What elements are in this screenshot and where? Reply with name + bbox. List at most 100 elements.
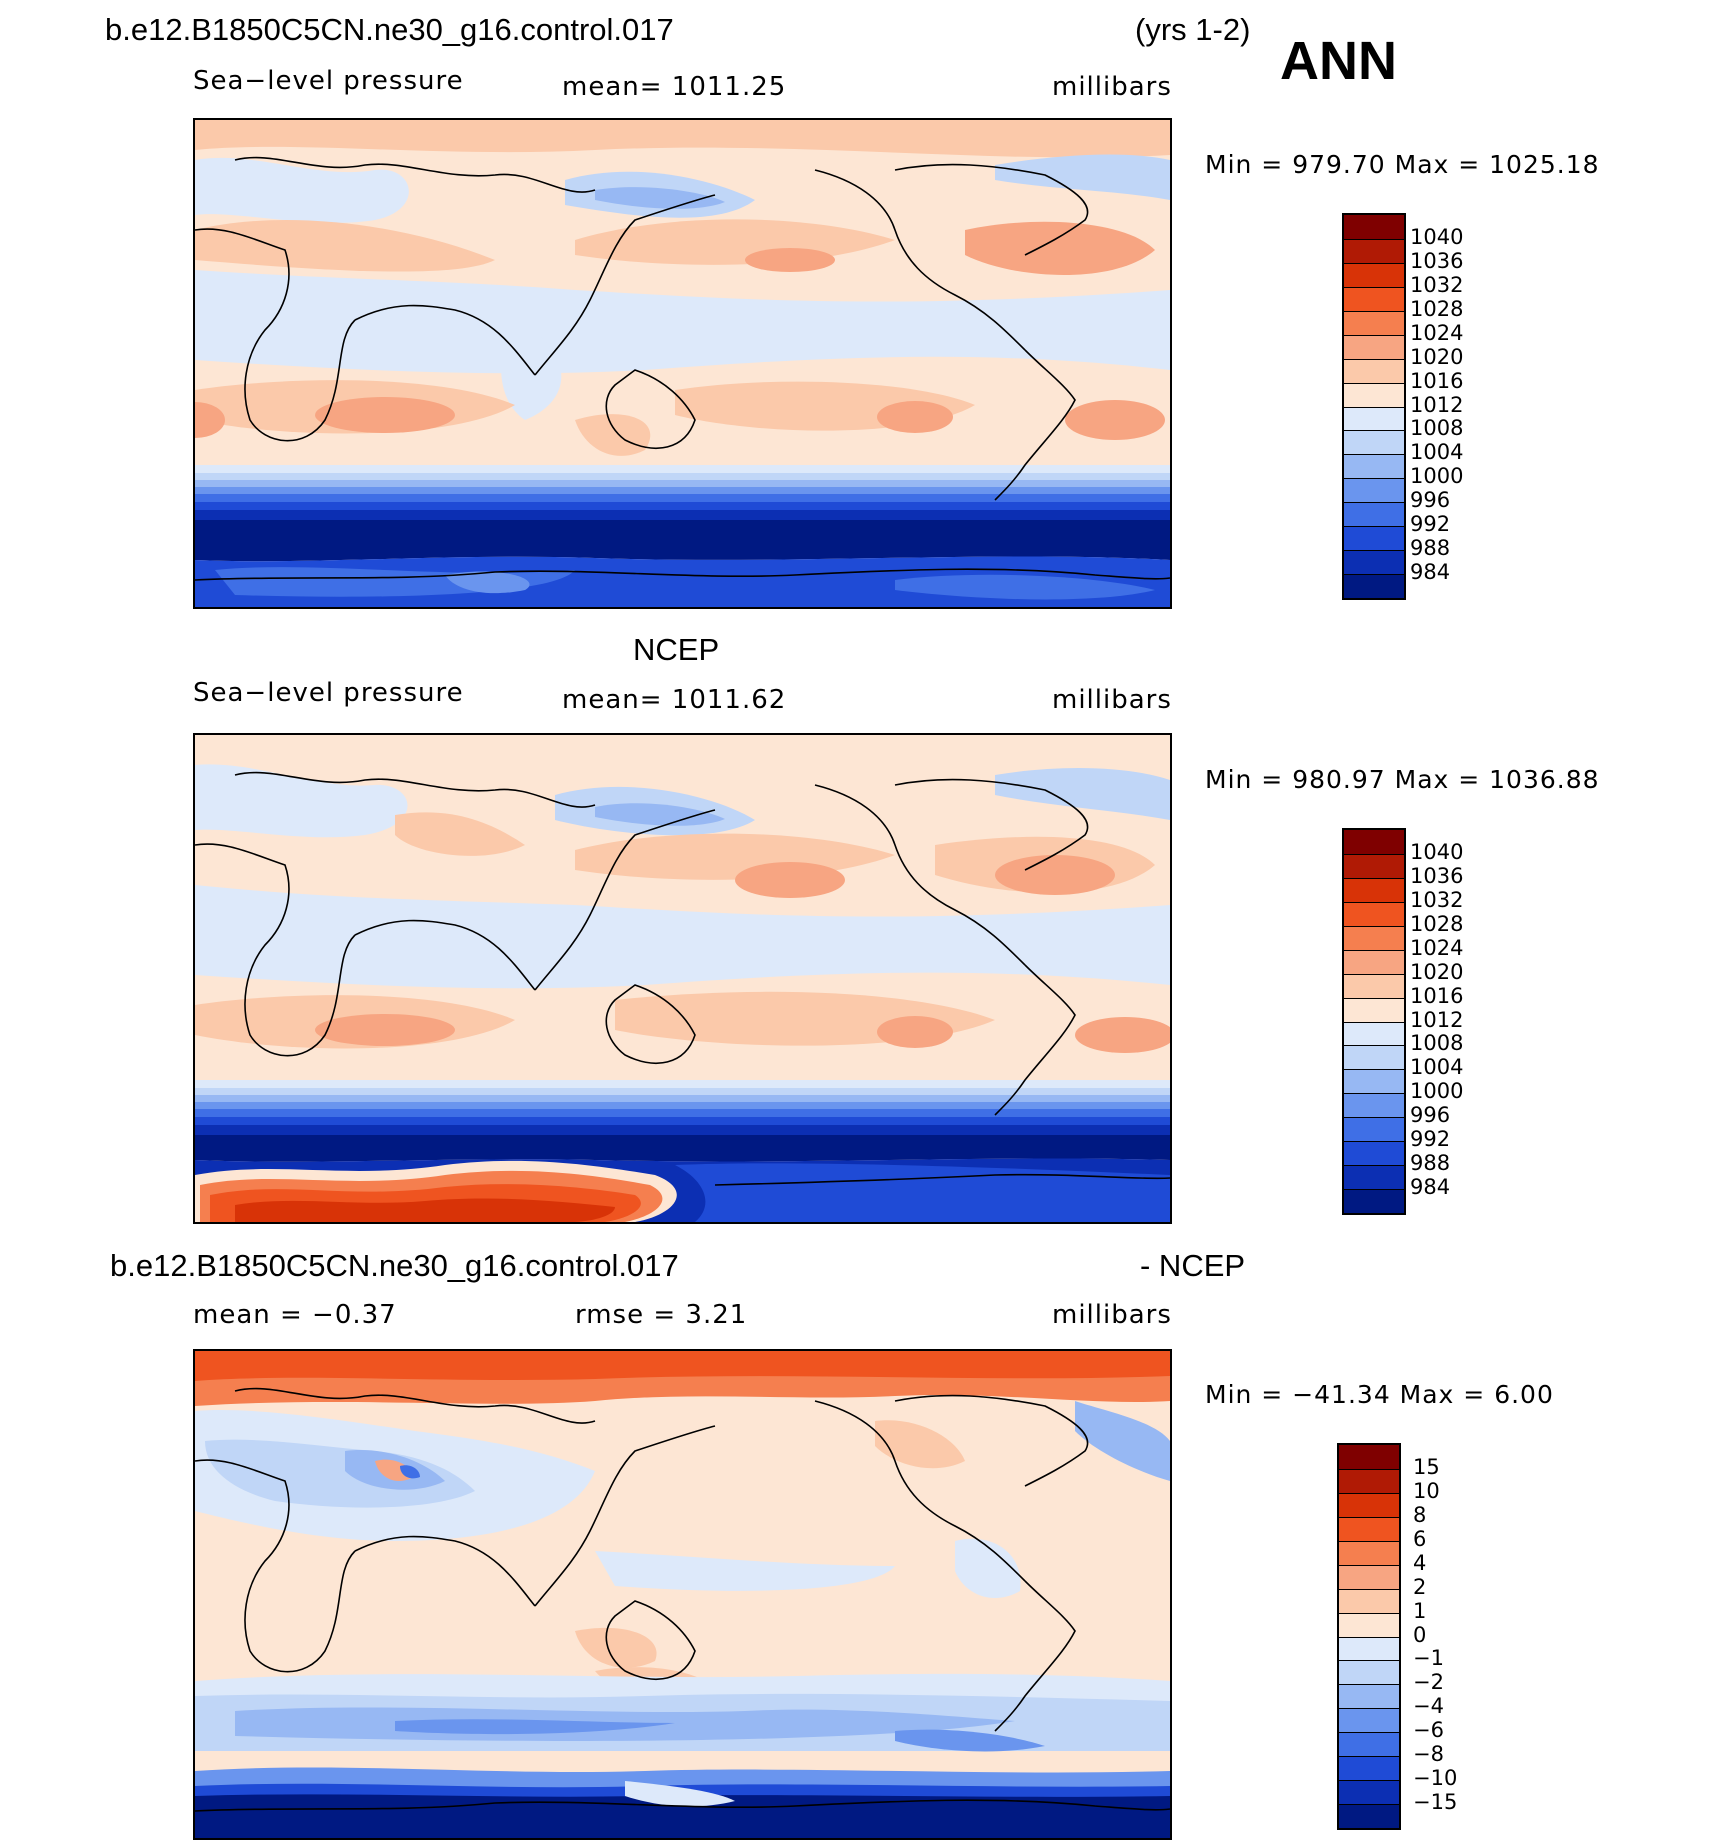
panel2-mean-label: mean= 1011.62 <box>562 685 787 715</box>
panel1-colorbar-swatch <box>1344 215 1404 239</box>
panel2-colorbar-label: 988 <box>1410 1151 1451 1176</box>
panel2-colorbar-label: 1012 <box>1410 1007 1464 1032</box>
panel2-colorbar-label: 996 <box>1410 1103 1451 1128</box>
panel3-colorbar-swatch <box>1339 1708 1399 1733</box>
panel1-colorbar-label: 1036 <box>1410 248 1464 273</box>
panel1-colorbar-swatch <box>1344 262 1404 287</box>
panel2-colorbar-label: 1028 <box>1410 911 1464 936</box>
panel3-colorbar-label: −6 <box>1413 1718 1444 1743</box>
panel2-colorbar-swatch <box>1344 973 1404 998</box>
panel1-colorbar-swatch <box>1344 574 1404 598</box>
panel2-colorbar-label: 1000 <box>1410 1079 1464 1104</box>
panel2-colorbar-label: 984 <box>1410 1175 1451 1200</box>
panel2-colorbar-label: 1040 <box>1410 839 1464 864</box>
panel2-minmax: Min = 980.97 Max = 1036.88 <box>1205 765 1600 794</box>
panel3-colorbar-swatch <box>1339 1468 1399 1493</box>
panel2-colorbar-label: 1016 <box>1410 983 1464 1008</box>
panel3-colorbar-label: −1 <box>1413 1646 1444 1671</box>
panel2-colorbar-swatch <box>1344 1117 1404 1142</box>
panel1-map <box>193 118 1172 609</box>
panel3-colorbar-swatch <box>1339 1492 1399 1517</box>
panel1-colorbar-label: 988 <box>1410 536 1451 561</box>
panel3-colorbar-swatch <box>1339 1804 1399 1828</box>
panel3-units-label: millibars <box>1052 1300 1172 1330</box>
panel1-colorbar-label: 1024 <box>1410 320 1464 345</box>
panel2-colorbar-swatch <box>1344 1165 1404 1190</box>
panel3-colorbar-label: 4 <box>1413 1550 1427 1575</box>
panel1-colorbar-label: 1012 <box>1410 392 1464 417</box>
panel1-mean-label: mean= 1011.25 <box>562 72 787 102</box>
panel3-title-suffix: - NCEP <box>1140 1248 1246 1283</box>
panel2-variable-label: Sea−level pressure <box>193 678 464 708</box>
panel1-colorbar-label: 1040 <box>1410 224 1464 249</box>
panel2-units-label: millibars <box>1052 685 1172 715</box>
panel2-colorbar-swatch <box>1344 1021 1404 1046</box>
panel3-colorbar-swatch <box>1339 1660 1399 1685</box>
panel1-colorbar-swatch <box>1344 382 1404 407</box>
season-label: ANN <box>1280 31 1397 91</box>
panel1-colorbar-swatch <box>1344 238 1404 263</box>
panel1-colorbar-label: 992 <box>1410 512 1451 537</box>
panel3-colorbar-label: 8 <box>1413 1502 1427 1527</box>
panel1-colorbar-label: 1028 <box>1410 296 1464 321</box>
panel3-colorbar-label: −2 <box>1413 1670 1444 1695</box>
panel2-colorbar-swatch <box>1344 901 1404 926</box>
panel1-colorbar-swatch <box>1344 334 1404 359</box>
panel3-colorbar-label: 1 <box>1413 1598 1427 1623</box>
panel3-colorbar-swatch <box>1339 1588 1399 1613</box>
panel1-colorbar-swatch <box>1344 526 1404 551</box>
panel1-variable-label: Sea−level pressure <box>193 66 464 96</box>
panel2-colorbar-swatch <box>1344 925 1404 950</box>
panel2-colorbar-swatch <box>1344 830 1404 854</box>
panel3-colorbar-swatch <box>1339 1684 1399 1709</box>
panel3-colorbar-swatch <box>1339 1564 1399 1589</box>
panel3-colorbar-label: 6 <box>1413 1526 1427 1551</box>
panel3-colorbar-label: 2 <box>1413 1574 1427 1599</box>
panel3-colorbar-swatch <box>1339 1636 1399 1661</box>
panel1-colorbar-label: 1008 <box>1410 416 1464 441</box>
panel1-units-label: millibars <box>1052 72 1172 102</box>
panel3-colorbar-label: 10 <box>1413 1478 1440 1503</box>
panel1-colorbar-label: 1032 <box>1410 272 1464 297</box>
panel1-colorbar-label: 1000 <box>1410 464 1464 489</box>
panel3-minmax: Min = −41.34 Max = 6.00 <box>1205 1380 1554 1409</box>
panel2-colorbar-label: 1008 <box>1410 1031 1464 1056</box>
panel2-colorbar-swatch <box>1344 1093 1404 1118</box>
panel2-colorbar-swatch <box>1344 877 1404 902</box>
panel3-colorbar-swatch <box>1339 1445 1399 1469</box>
panel1-colorbar-swatch <box>1344 550 1404 575</box>
panel1-minmax: Min = 979.70 Max = 1025.18 <box>1205 150 1600 179</box>
panel3-map <box>193 1349 1172 1840</box>
panel2-colorbar-swatch <box>1344 1141 1404 1166</box>
panel2-colorbar-swatch <box>1344 949 1404 974</box>
panel1-colorbar-swatch <box>1344 454 1404 479</box>
panel3-map-field <box>195 1351 1170 1838</box>
panel2-colorbar-label: 1032 <box>1410 887 1464 912</box>
panel3-colorbar-label: −15 <box>1413 1790 1458 1815</box>
panel1-colorbar <box>1342 213 1406 600</box>
panel3-colorbar-swatch <box>1339 1732 1399 1757</box>
panel2-title: NCEP <box>633 632 720 667</box>
panel2-colorbar-label: 992 <box>1410 1127 1451 1152</box>
panel2-map-field <box>195 735 1170 1222</box>
panel2-colorbar <box>1342 828 1406 1215</box>
panel3-title: b.e12.B1850C5CN.ne30_g16.control.017 <box>110 1248 679 1283</box>
panel3-colorbar-label: −8 <box>1413 1742 1444 1767</box>
panel2-colorbar-swatch <box>1344 1189 1404 1213</box>
panel3-colorbar <box>1337 1443 1401 1830</box>
panel3-colorbar-swatch <box>1339 1516 1399 1541</box>
panel2-colorbar-swatch <box>1344 997 1404 1022</box>
panel1-colorbar-swatch <box>1344 430 1404 455</box>
case-title: b.e12.B1850C5CN.ne30_g16.control.017 <box>105 12 674 47</box>
panel2-map <box>193 733 1172 1224</box>
panel3-colorbar-swatch <box>1339 1756 1399 1781</box>
panel3-colorbar-label: −4 <box>1413 1694 1444 1719</box>
panel3-colorbar-label: 0 <box>1413 1622 1427 1647</box>
panel3-colorbar-swatch <box>1339 1780 1399 1805</box>
panel3-rmse-label: rmse = 3.21 <box>575 1300 748 1330</box>
panel1-colorbar-label: 1016 <box>1410 368 1464 393</box>
panel2-colorbar-swatch <box>1344 1069 1404 1094</box>
panel1-colorbar-swatch <box>1344 502 1404 527</box>
panel3-mean-label: mean = −0.37 <box>193 1300 397 1330</box>
panel2-colorbar-label: 1024 <box>1410 935 1464 960</box>
